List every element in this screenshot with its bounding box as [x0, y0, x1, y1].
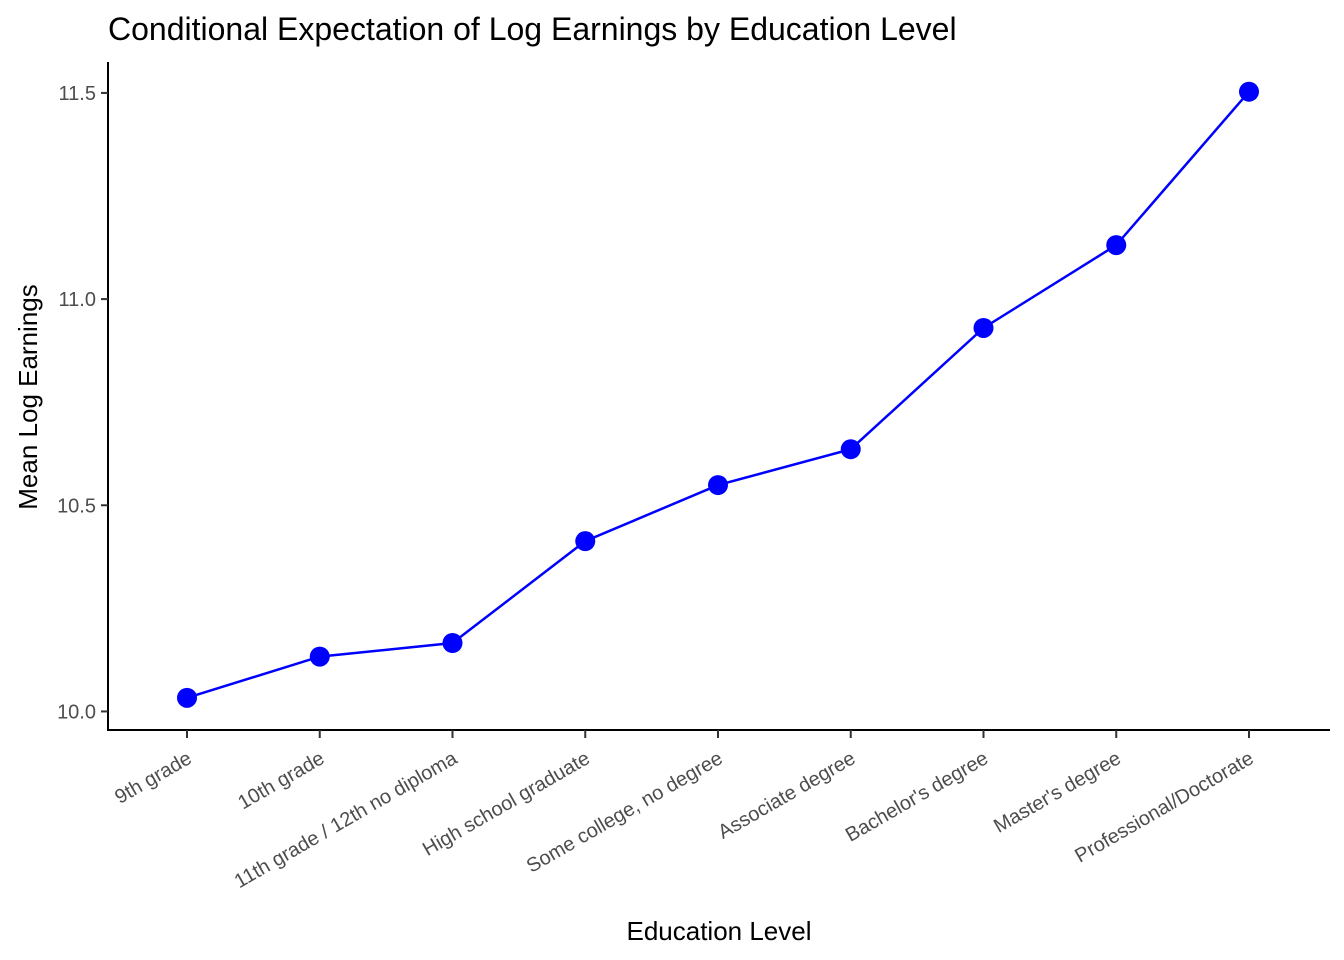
data-point: [1239, 81, 1259, 102]
x-tick-label: Associate degree: [714, 747, 859, 843]
x-axis-title: Education Level: [626, 916, 811, 946]
series-line: [186, 90, 1250, 700]
data-point: [1106, 235, 1127, 256]
data-point: [840, 439, 861, 460]
data-point: [309, 646, 330, 667]
series-layer: [177, 81, 1259, 708]
x-tick-label: 10th grade: [234, 747, 328, 814]
x-tick-label: Bachelor's degree: [842, 747, 992, 846]
chart-title: Conditional Expectation of Log Earnings …: [108, 11, 957, 47]
data-point: [177, 687, 197, 708]
y-axis-ticks: 10.0 10.5 11.0 11.5: [57, 83, 108, 723]
y-tick-label: 11.5: [59, 83, 96, 105]
x-tick-label: Master's degree: [990, 747, 1125, 837]
data-point: [708, 475, 728, 496]
data-point: [442, 632, 463, 653]
y-axis-title: Mean Log Earnings: [13, 284, 43, 509]
data-point: [575, 531, 596, 552]
x-tick-label: 11th grade / 12th no diploma: [231, 747, 462, 893]
data-point: [973, 317, 994, 338]
y-tick-label: 10.0: [57, 701, 96, 723]
y-tick-label: 10.5: [57, 495, 96, 517]
x-tick-label: 9th grade: [111, 747, 195, 808]
y-tick-label: 11.0: [59, 289, 96, 311]
